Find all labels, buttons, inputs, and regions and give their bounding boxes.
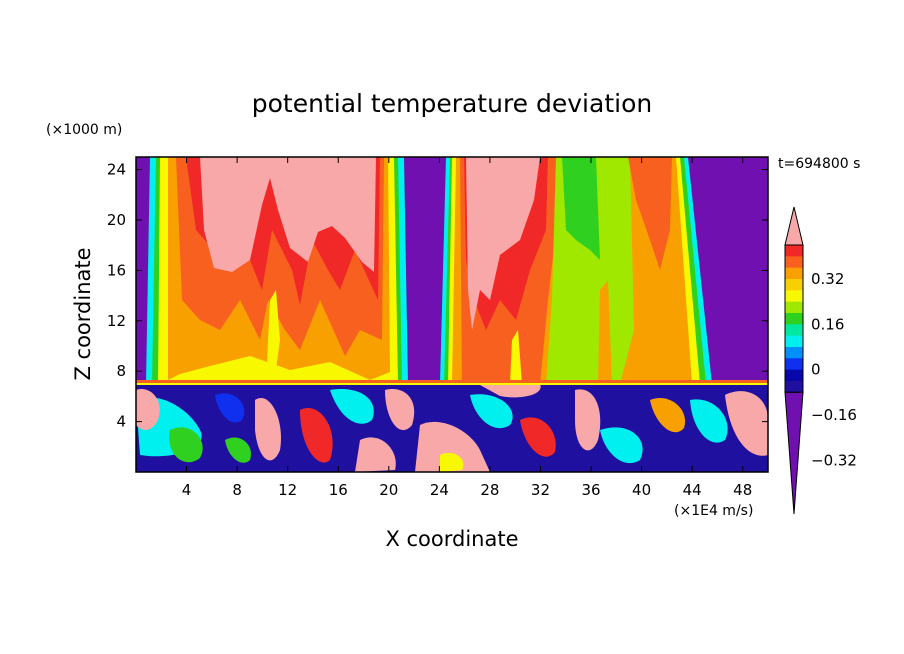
lower-blob-17 [725,391,768,456]
plot-frame [135,156,769,473]
x-tick-label: 36 [581,481,600,499]
lower-blob-14 [600,427,643,464]
interface-band-orange [136,380,768,384]
colorbar-tick-label: −0.16 [811,406,857,424]
lower-blob-10 [470,394,513,429]
lower-blob-20 [215,393,245,423]
x-tick-label: 8 [232,481,242,499]
colorbar-frame [784,244,804,393]
column-b-pink [466,157,540,330]
colorbar: 0.32 0.16 0 −0.16 −0.32 [784,206,857,515]
x-tick-label: 28 [480,481,499,499]
colorbar-tick-label: −0.32 [811,451,857,469]
lower-layer [136,384,768,472]
colorbar-bin [785,324,803,337]
lower-blob-3 [169,427,203,463]
y-unit-label: (×1000 m) [46,122,122,138]
chart-title: potential temperature deviation [252,89,652,118]
y-tick-label: 20 [107,211,126,229]
lower-blob-12 [520,417,556,457]
column-b-green-core [562,157,600,260]
lower-blob-11 [480,384,541,398]
x-tick-label: 16 [329,481,348,499]
colorbar-bin [785,290,803,303]
lower-blob-15 [650,398,686,433]
colorbar-bottom-triangle [784,391,804,515]
colorbar-bin [785,346,803,359]
lower-blob-18 [225,437,251,463]
colorbar-bin [785,335,803,348]
lower-blob-7 [355,437,396,472]
lower-blob-16 [690,399,728,443]
colorbar-bin [785,301,803,314]
colorbar-bin [785,256,803,269]
colorbar-bin [785,369,803,382]
column-b-orange-right [628,157,672,270]
interface-band-yellow [136,383,768,385]
lower-blob-9 [415,421,490,472]
colorbar-bin [785,245,803,257]
y-tick-label: 12 [107,312,126,330]
time-label: t=694800 s [778,156,860,172]
x-unit-label: (×1E4 m/s) [674,503,753,519]
y-tick-label: 8 [116,362,126,380]
column-a-yellow-streak [266,290,280,384]
lower-blob-6 [330,389,374,424]
y-axis: 4 8 12 16 20 24 [107,161,768,431]
colorbar-bin [785,267,803,280]
y-tick-label: 4 [116,413,126,431]
x-tick-label: 20 [379,481,398,499]
colorbar-tick-label: 0 [811,361,821,379]
y-axis-label: Z coordinate [71,247,95,380]
colorbar-tick-label: 0.16 [811,315,844,333]
lower-blob-5 [300,408,333,463]
lower-blob-19 [440,452,464,472]
plot-area [136,157,768,472]
colorbar-bin [785,278,803,291]
x-axis: 4 8 12 16 20 24 28 32 36 40 44 48 [182,157,752,499]
x-tick-label: 24 [430,481,449,499]
column-b-yellow-streak [510,330,522,384]
lower-blob-8 [385,389,415,431]
x-tick-label: 40 [632,481,651,499]
x-tick-label: 4 [182,481,192,499]
colorbar-top-triangle [784,206,804,246]
colorbar-tick-label: 0.32 [811,270,844,288]
lower-blob-2 [136,389,160,430]
x-tick-label: 32 [531,481,550,499]
column-b-lightorange-streak [598,280,612,384]
lower-blob-4 [255,398,281,461]
colorbar-bin [785,358,803,371]
x-tick-label: 48 [733,481,752,499]
colorbar-bin [785,312,803,325]
colorbar-bin [785,380,803,393]
x-tick-label: 44 [683,481,702,499]
x-tick-label: 12 [278,481,297,499]
lower-blob-13 [575,389,601,451]
upper-layer [146,157,712,384]
column-a-pink [200,157,376,272]
y-tick-label: 24 [107,161,126,179]
y-tick-label: 16 [107,261,126,279]
x-axis-label: X coordinate [385,527,518,551]
